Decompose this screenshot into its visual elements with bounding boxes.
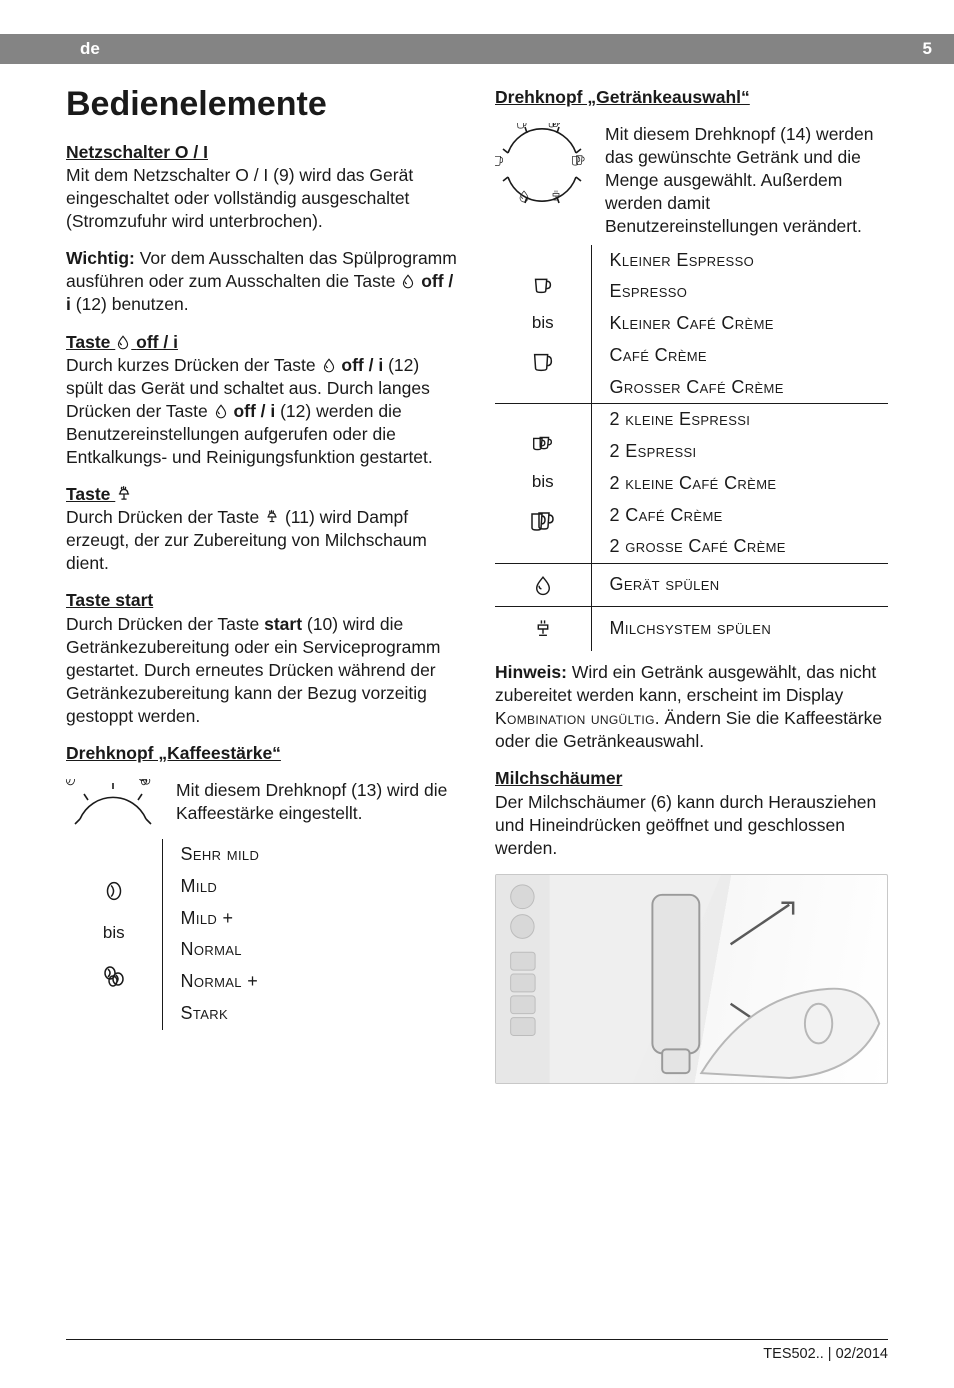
drink-dial-text: Mit diesem Drehknopf (14) werden das gew…: [605, 123, 888, 238]
milk-rinse-icon: [532, 617, 554, 641]
strength-dial-row: Mit diesem Drehknopf (13) wird die Kaffe…: [66, 779, 459, 833]
rinse-icon: [213, 403, 229, 419]
rinse-icon: [400, 273, 416, 289]
section-power: Netzschalter O / I: [66, 142, 208, 162]
header-lang: de: [80, 39, 100, 59]
drink-note: Hinweis: Wird ein Getränk ausgewählt, da…: [495, 661, 888, 753]
drink-table: bis Kleiner Espresso Espresso Kleiner Ca…: [495, 245, 888, 652]
cups-small-icon: [529, 431, 557, 457]
header-page: 5: [923, 39, 932, 59]
page-footer: TES502.. | 02/2014: [66, 1339, 888, 1362]
bean-strong-icon: [100, 963, 128, 991]
strength-sehr-mild: Sehr mild: [162, 839, 459, 871]
drink-cafecreme: Café Crème: [591, 340, 888, 372]
drink-kl-espresso: Kleiner Espresso: [591, 245, 888, 277]
bis-label: bis: [495, 471, 591, 493]
strength-mild: Mild: [162, 871, 459, 903]
section-strength: Drehknopf „Kaffeestärke“: [66, 743, 281, 763]
power-important: Wichtig: Vor dem Ausschalten das Spülpro…: [66, 247, 459, 316]
cups-large-icon: [528, 508, 558, 536]
bean-light-icon: [101, 878, 127, 904]
drink-gr-cafecreme: Grosser Café Crème: [591, 372, 888, 404]
bis-label: bis: [66, 922, 162, 944]
steam-desc: Durch Drücken der Taste (11) wird Dampf …: [66, 506, 459, 575]
strength-mild-plus: Mild +: [162, 903, 459, 935]
section-steam: Taste: [66, 484, 133, 504]
drink-2espressi: 2 Espressi: [591, 436, 888, 468]
strength-stark: Stark: [162, 998, 459, 1030]
strength-normal: Normal: [162, 934, 459, 966]
strength-table: bis Sehr mild Mild Mild + Normal Normal …: [66, 839, 459, 1030]
bis-label: bis: [495, 312, 591, 334]
drink-kl-cafecreme: Kleiner Café Crème: [591, 308, 888, 340]
page-title: Bedienelemente: [66, 82, 459, 127]
page: de 5 Bedienelemente Netzschalter O / I M…: [0, 34, 954, 1388]
strength-normal-plus: Normal +: [162, 966, 459, 998]
strength-dial-icon: [66, 779, 160, 833]
steam-icon: [115, 485, 133, 503]
cup-large-icon: [530, 348, 556, 376]
power-desc: Mit dem Netzschalter O / I (9) wird das …: [66, 164, 459, 233]
left-column: Bedienelemente Netzschalter O / I Mit de…: [66, 78, 459, 1084]
rinse-icon: [532, 574, 554, 596]
rinse-icon: [321, 357, 337, 373]
cup-small-icon: [530, 272, 556, 298]
section-start: Taste start: [66, 590, 153, 610]
header-bar: de 5: [0, 34, 954, 64]
right-column: Drehknopf „Getränkeauswahl“: [495, 78, 888, 1084]
drink-2gr-cafecreme: 2 grosse Café Crème: [591, 531, 888, 563]
drink-espresso: Espresso: [591, 276, 888, 308]
drink-milk-rinse: Milchsystem spülen: [591, 607, 888, 652]
start-desc: Durch Drücken der Taste start (10) wird …: [66, 613, 459, 728]
drink-rinse: Gerät spülen: [591, 564, 888, 607]
drink-dial-icon: [495, 123, 589, 238]
drink-2kl-espressi: 2 kleine Espressi: [591, 404, 888, 436]
drink-2kl-cafecreme: 2 kleine Café Crème: [591, 468, 888, 500]
section-frother: Milchschäumer: [495, 768, 622, 788]
section-drink: Drehknopf „Getränkeauswahl“: [495, 87, 750, 107]
drink-2cafecreme: 2 Café Crème: [591, 500, 888, 532]
steam-icon: [264, 509, 280, 525]
rinse-icon: [115, 334, 131, 350]
off-i-desc: Durch kurzes Drücken der Taste off / i (…: [66, 354, 459, 469]
drink-dial-row: Mit diesem Drehknopf (14) werden das gew…: [495, 123, 888, 238]
strength-dial-text: Mit diesem Drehknopf (13) wird die Kaffe…: [176, 779, 459, 833]
frother-desc: Der Milchschäumer (6) kann durch Herausz…: [495, 791, 888, 860]
section-off-i: Taste off / i: [66, 332, 178, 352]
frother-illustration: [495, 874, 888, 1084]
